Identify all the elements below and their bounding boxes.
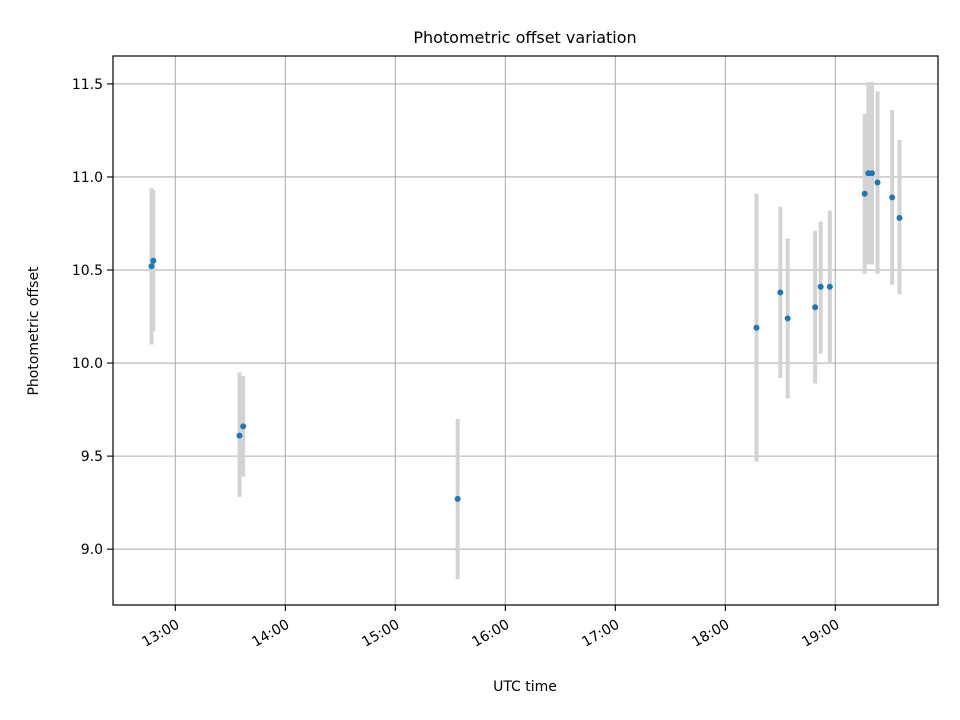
y-tick-label: 9.5 [81,449,103,465]
y-axis-label: Photometric offset [26,266,42,396]
y-tick-label: 11.5 [72,77,103,93]
data-point [812,304,819,311]
data-point [889,194,896,201]
data-point [454,495,461,502]
y-tick-label: 10.5 [72,263,103,279]
data-point [784,315,791,322]
data-point [861,190,868,197]
data-point [869,170,875,177]
data-point [777,289,784,296]
data-point [874,179,881,186]
data-point [240,423,247,430]
y-axis-ticks: 9.0 9.5 10.0 10.5 11.0 11.5 [72,77,113,558]
data-point [236,432,243,439]
data-point [817,283,824,290]
grid [113,56,938,605]
y-tick-label: 11.0 [72,170,103,186]
y-tick-label: 9.0 [81,542,103,558]
data-point [896,214,903,221]
data-point [826,283,833,290]
y-tick-label: 10.0 [72,356,103,372]
chart-title: Photometric offset variation [413,28,636,47]
data-point [148,263,155,270]
data-point [150,257,157,264]
plot-frame [112,55,939,606]
data-point [753,324,760,331]
data-points [148,170,903,502]
x-axis-label: UTC time [493,679,557,695]
